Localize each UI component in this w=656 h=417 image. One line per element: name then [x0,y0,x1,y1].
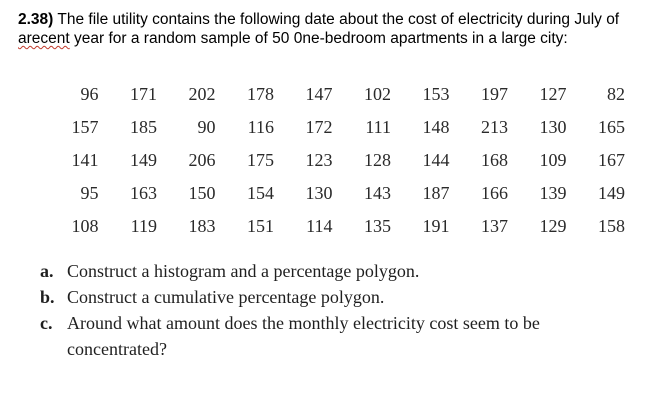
table-cell: 151 [247,216,274,236]
table-cell: 137 [481,216,508,236]
table-cell: 178 [247,84,274,104]
problem-text-after: year for a random sample of 50 0ne-bedro… [69,30,568,47]
table-cell: 111 [365,117,391,137]
table-cell: 167 [598,150,625,170]
question-text: Construct a histogram and a percentage p… [67,261,420,281]
question-letter: b. [40,287,55,307]
table-cell: 82 [607,84,625,104]
question-text: Construct a cumulative percentage polygo… [67,287,385,307]
table-cell: 119 [130,216,157,236]
table-cell: 157 [71,117,99,137]
table-cell: 129 [539,216,567,236]
question-letter: a. [40,261,54,281]
table-cell: 128 [364,150,391,170]
electricity-cost-table: 96 171 202 178 147 102 153 197 127 82 157 185 90 116 1… [40,78,626,243]
question-b: b. Construct a cumulative percentage pol… [40,284,640,310]
table-cell: 149 [598,183,625,203]
table-cell: 109 [539,150,567,170]
table-cell: 90 [197,117,216,137]
table-cell: 96 [80,84,99,104]
table-cell: 102 [364,84,391,104]
table-cell: 213 [481,117,508,137]
table-row: 95 163 150 154 130 143 187 166 139 149 [40,177,626,210]
table-cell: 185 [130,117,157,137]
table-cell: 165 [598,117,625,137]
misspelled-word: arecent [18,30,70,47]
table-cell: 135 [364,216,391,236]
table-cell: 130 [539,117,567,137]
table-cell: 163 [130,183,157,203]
question-letter: c. [40,313,53,333]
table-row: 141 149 206 175 123 128 144 168 109 167 [40,144,626,177]
table-cell: 148 [422,117,450,137]
table-cell: 123 [305,150,333,170]
table-cell: 197 [481,84,508,104]
table-cell: 175 [247,150,274,170]
problem-text-before: The file utility contains the following … [53,11,620,28]
table-cell: 95 [80,183,99,203]
table-cell: 158 [598,216,625,236]
table-cell: 168 [481,150,508,170]
table-cell: 143 [364,183,391,203]
problem-number: 2.38) [18,11,54,28]
table-row: 108 119 183 151 114 135 191 137 129 158 [40,210,626,243]
table-cell: 141 [71,150,99,170]
table-cell: 183 [188,216,216,236]
table-cell: 149 [130,150,157,170]
table-cell: 187 [422,183,450,203]
problem-statement: 2.38) The file utility contains the foll… [18,10,648,48]
table-cell: 150 [188,183,216,203]
question-a: a. Construct a histogram and a percentag… [40,258,640,284]
question-text: Around what amount does the monthly elec… [67,313,540,359]
table-cell: 147 [305,84,333,104]
table-cell: 108 [71,216,99,236]
table-cell: 202 [188,84,216,104]
table-cell: 191 [422,216,450,236]
table-cell: 127 [539,84,567,104]
table-cell: 144 [422,150,450,170]
table-cell: 171 [130,84,157,104]
table-cell: 116 [247,117,274,137]
table-cell: 154 [247,183,274,203]
table-cell: 153 [422,84,450,104]
table-cell: 139 [539,183,567,203]
table-cell: 130 [305,183,333,203]
table-cell: 114 [306,216,333,236]
question-c: c. Around what amount does the monthly e… [40,310,640,362]
table-cell: 206 [188,150,216,170]
table-row: 96 171 202 178 147 102 153 197 127 82 [40,78,626,111]
table-cell: 172 [305,117,333,137]
table-cell: 166 [481,183,508,203]
question-list: a. Construct a histogram and a percentag… [40,258,640,362]
table-row: 157 185 90 116 172 111 148 213 130 165 [40,111,626,144]
